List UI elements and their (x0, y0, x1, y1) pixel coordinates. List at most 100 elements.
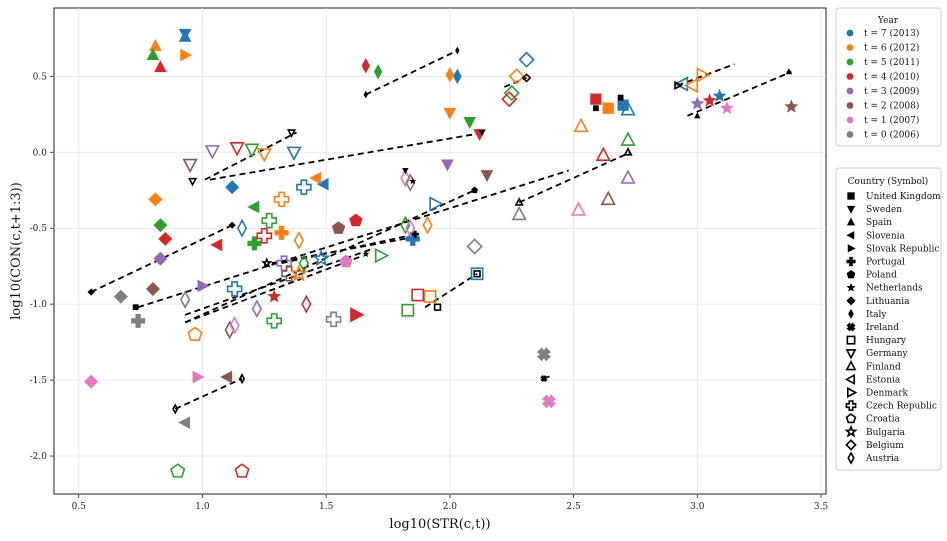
point-estonia-t6 (683, 77, 699, 94)
trend-end-belgium (521, 73, 532, 83)
trend-line-bulgaria (184, 254, 364, 324)
point-germany-t3 (204, 145, 220, 160)
point-italy-t7 (453, 68, 462, 85)
y-tick-label: -1.5 (30, 376, 48, 386)
trend-end-netherlands (362, 250, 370, 258)
trend-end-spain (785, 68, 793, 75)
country-legend-symbol (846, 387, 858, 398)
year-legend-box (835, 7, 942, 147)
country-legend-symbol (847, 451, 855, 465)
point-slovenia-t4 (210, 238, 223, 252)
year-legend-label: t = 5 (2011) (864, 57, 919, 68)
trend-endpoints (87, 46, 793, 415)
point-denmark-t7 (429, 196, 444, 212)
y-tick-label: -2.0 (30, 452, 48, 462)
point-portugal-t6 (274, 225, 289, 240)
point-hungary-t6 (423, 290, 437, 303)
country-legend-symbol (844, 373, 856, 385)
trend-end-germany (286, 129, 297, 138)
data-points (84, 28, 799, 478)
country-legend-label: Estonia (866, 375, 901, 385)
trend-end-sweden (478, 130, 486, 137)
point-germany-t6 (256, 148, 272, 163)
trend-end-finland (623, 146, 633, 156)
point-belgium-t4 (501, 90, 518, 108)
x-tick-label: 1.5 (319, 502, 334, 512)
point-czech-republic-t5 (266, 313, 283, 329)
year-legend-label: t = 4 (2010) (864, 72, 919, 83)
point-austria-t5 (400, 215, 411, 235)
point-lithuania-t7 (225, 180, 240, 195)
point-slovenia-t5 (247, 200, 260, 214)
country-legend-label: Portugal (866, 258, 905, 268)
x-tick-label: 2.0 (443, 502, 458, 512)
country-legend-label: Sweden (866, 205, 902, 215)
point-poland-t1 (339, 254, 353, 268)
trend-end-austria (172, 403, 179, 415)
point-slovak-republic-t6 (180, 48, 193, 62)
trend-line-sweden (209, 131, 485, 181)
point-netherlands-t4 (267, 289, 282, 303)
point-portugal-t0 (131, 313, 146, 328)
point-croatia-t4 (234, 463, 250, 478)
point-italy-t6 (445, 67, 455, 83)
point-lithuania-t6 (148, 192, 163, 207)
point-czech-republic-t6 (273, 191, 290, 208)
point-germany-t2 (182, 158, 198, 174)
trend-end-finland (514, 197, 524, 206)
point-netherlands-t2 (784, 99, 799, 113)
point-czech-republic-t7 (226, 281, 243, 297)
point-croatia-t5 (170, 463, 186, 478)
point-ireland-t1 (541, 394, 556, 409)
country-legend-symbol (846, 205, 856, 214)
point-bulgaria-t7 (312, 249, 331, 267)
x-axis-label: log10(STR(c,t)) (389, 517, 490, 532)
trend-end-poland (471, 186, 479, 194)
point-finland-t4 (595, 146, 611, 162)
country-legend-label: Spain (866, 218, 892, 228)
point-slovenia-t2 (220, 370, 233, 384)
point-ireland-t0 (536, 347, 551, 362)
trend-end-italy (363, 90, 368, 99)
point-sweden-t5 (463, 117, 476, 129)
point-hungary-t4 (411, 288, 425, 302)
point-austria-t2 (224, 320, 235, 340)
point-croatia-t6 (187, 326, 203, 341)
point-italy-t4 (361, 58, 370, 74)
country-legend-symbol (848, 308, 854, 319)
x-tick-label: 2.5 (566, 502, 581, 512)
point-hungary-t5 (401, 303, 415, 317)
x-tick-label: 3.5 (814, 502, 829, 512)
point-austria-t1 (405, 218, 416, 238)
country-legend-symbol (844, 424, 858, 438)
point-slovak-republic-t3 (197, 279, 210, 293)
point-spain-t4 (154, 60, 167, 73)
trend-end-netherlands (409, 177, 417, 185)
point-italy-t5 (373, 64, 383, 80)
country-legend-label: Belgium (866, 441, 904, 451)
country-legend-symbol (845, 349, 857, 360)
country-legend-label: Germany (866, 349, 909, 359)
point-belgium-t6 (508, 68, 525, 85)
trend-end-united-kingdom (132, 304, 139, 311)
point-germany-t4 (229, 142, 245, 157)
country-legend-label: United Kingdom (866, 192, 941, 202)
trend-end-lithuania (87, 288, 95, 296)
trend-end-bulgaria (261, 257, 273, 269)
y-tick-label: -1.0 (30, 300, 48, 310)
country-legend-label: Bulgaria (866, 428, 906, 438)
trend-line-finland (518, 151, 631, 204)
trend-lines (90, 49, 792, 410)
point-austria-t1 (229, 316, 240, 335)
trend-end-italy (455, 46, 460, 55)
year-legend-marker (846, 131, 854, 138)
trend-end-hungary (473, 270, 481, 278)
point-united-kingdom-t7 (617, 99, 629, 111)
x-tick-label: 3.0 (690, 502, 705, 512)
point-lithuania-t5 (153, 218, 168, 233)
country-legend-symbol (845, 439, 857, 451)
trend-end-portugal (411, 230, 419, 238)
point-czech-republic-t4 (256, 228, 273, 244)
country-legend-symbol (846, 322, 856, 332)
point-netherlands-t4 (702, 93, 717, 107)
